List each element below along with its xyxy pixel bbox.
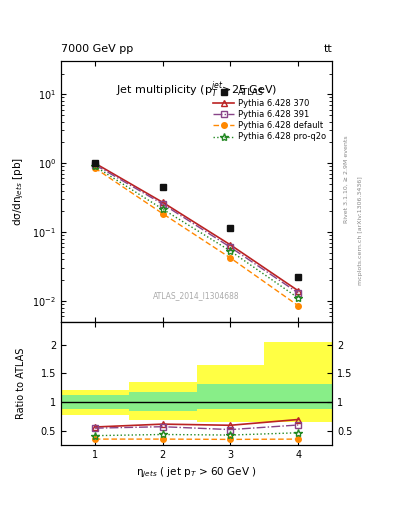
Text: Rivet 3.1.10, ≥ 2.9M events: Rivet 3.1.10, ≥ 2.9M events [344,135,349,223]
Legend: ATLAS, Pythia 6.428 370, Pythia 6.428 391, Pythia 6.428 default, Pythia 6.428 pr: ATLAS, Pythia 6.428 370, Pythia 6.428 39… [211,87,328,143]
Text: mcplots.cern.ch [arXiv:1306.3436]: mcplots.cern.ch [arXiv:1306.3436] [358,176,363,285]
Y-axis label: dσ/dn$_{jets}$ [pb]: dσ/dn$_{jets}$ [pb] [11,157,26,226]
Text: tt: tt [323,44,332,54]
Text: 7000 GeV pp: 7000 GeV pp [61,44,133,54]
Text: Jet multiplicity (p$_T^{jet}$>25 GeV): Jet multiplicity (p$_T^{jet}$>25 GeV) [116,80,277,100]
Text: ATLAS_2014_I1304688: ATLAS_2014_I1304688 [153,291,240,300]
X-axis label: η$_{jets}$ ( jet p$_T$ > 60 GeV ): η$_{jets}$ ( jet p$_T$ > 60 GeV ) [136,466,257,480]
Y-axis label: Ratio to ATLAS: Ratio to ATLAS [16,348,26,419]
